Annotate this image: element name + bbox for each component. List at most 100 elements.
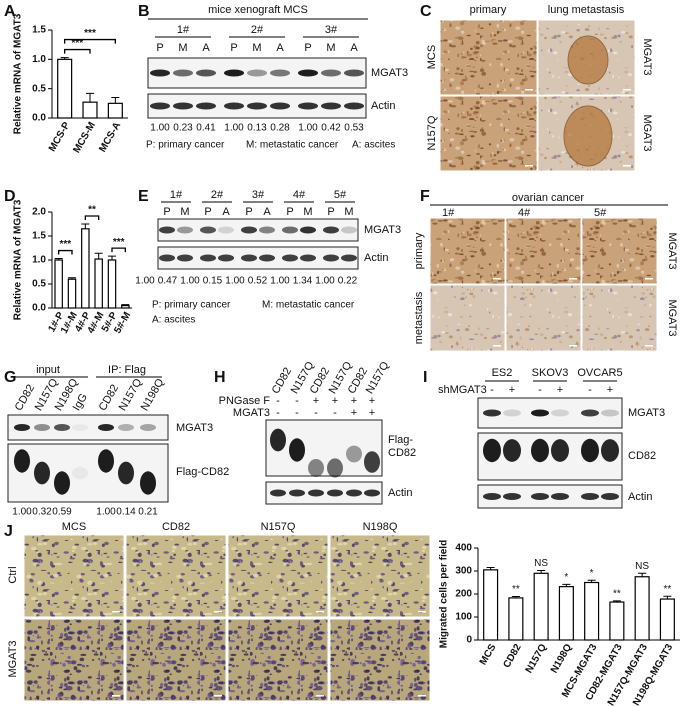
blot-label: Actin: [628, 491, 652, 503]
blot-title: mice xenograft MCS: [208, 4, 308, 16]
bar: [57, 58, 73, 119]
quantification: 1.00: [270, 276, 290, 287]
quantification: 0.23: [173, 123, 193, 134]
legend-text: M: metastatic cancer: [262, 300, 355, 311]
blot-band: [346, 489, 362, 497]
bar: [81, 228, 90, 309]
legend-text: A: ascites: [152, 315, 195, 326]
quantification: 1.00: [224, 123, 244, 134]
blot-band: [581, 438, 599, 463]
blot-band: [200, 226, 216, 234]
blot-label: MGAT3: [364, 224, 401, 236]
quantification: 0.22: [338, 276, 358, 287]
lane-label: P: [286, 206, 293, 218]
scale-bar: [623, 165, 631, 167]
quantification: 0.28: [270, 123, 290, 134]
blot-band: [323, 254, 339, 262]
blot-band: [140, 424, 156, 431]
blot-band: [259, 254, 275, 262]
bar-label: NS: [635, 561, 649, 572]
bar: [609, 601, 625, 641]
metastasis-focus: [563, 105, 613, 167]
blot-band: [196, 69, 216, 77]
row-label: MGAT3: [7, 640, 19, 677]
blot-band: [173, 102, 193, 110]
row-label: Ctrl: [7, 566, 19, 583]
blot-label: Flag-: [388, 434, 413, 446]
quantification: 1.00: [315, 276, 335, 287]
error-bar: [108, 255, 116, 260]
x-tick-label: MCS-M: [71, 120, 97, 155]
stain-label: MGAT3: [666, 299, 678, 336]
error-bar: [638, 572, 647, 577]
group-label: 1#: [170, 189, 183, 201]
lane-label: A: [350, 42, 358, 54]
stain-label: MGAT3: [641, 38, 653, 75]
quantification: 0.52: [248, 276, 268, 287]
blot-band: [159, 254, 175, 262]
error-bar: [121, 304, 130, 306]
blot-frame: [157, 218, 359, 242]
scale-bar: [645, 278, 653, 280]
blot-band: [259, 226, 275, 234]
blot-band: [173, 69, 193, 77]
blot-band: [150, 69, 170, 77]
blot-band: [218, 226, 234, 234]
lane-label: M: [252, 42, 261, 54]
micrograph: [23, 618, 125, 702]
lane-label: M: [303, 206, 312, 218]
panel-letter: G: [4, 369, 16, 386]
blot-band: [218, 254, 234, 262]
treatment-sign: -: [333, 407, 337, 419]
blot-band: [483, 438, 501, 463]
blot-band: [308, 489, 324, 497]
bar: [67, 278, 77, 309]
bar: [584, 581, 600, 641]
micrograph: [439, 95, 538, 172]
blot-frame: [157, 246, 359, 270]
x-tick-label: MCS-P: [47, 120, 73, 154]
blot-band: [72, 424, 88, 431]
blot-band: [341, 226, 357, 234]
y-tick-label: 0: [466, 635, 472, 646]
blot-label: Actin: [364, 252, 388, 264]
lane-label: P: [327, 206, 334, 218]
blot-band: [150, 102, 170, 110]
blot-band: [72, 466, 88, 480]
lane-label: P: [230, 42, 237, 54]
significance-label: ***: [84, 28, 96, 39]
bar: [94, 258, 103, 309]
blot-band: [551, 493, 569, 500]
micrograph: [505, 217, 582, 285]
group-label: IP: Flag: [108, 364, 146, 376]
lane-label: M: [180, 206, 189, 218]
scale-bar: [112, 611, 120, 613]
blot-label: CD82: [628, 450, 656, 462]
legend-text: M: metastatic cancer: [246, 140, 339, 151]
blot-band: [327, 458, 343, 478]
column-label: primary: [470, 4, 507, 16]
x-tick-label: MCS-A: [97, 120, 123, 154]
blot-band: [224, 102, 244, 110]
micrograph: [429, 284, 506, 352]
group-label: 2#: [211, 189, 224, 201]
blot-band: [364, 489, 380, 497]
cell-line-label: SKOV3: [532, 367, 569, 379]
y-tick-label: 0.5: [32, 83, 46, 94]
bar-label: NS: [534, 558, 548, 569]
scale-bar: [493, 345, 501, 347]
micrograph: [329, 618, 431, 702]
lane-label: P: [304, 42, 311, 54]
blot-band: [289, 489, 305, 497]
micrograph: [329, 534, 431, 618]
blot-band: [483, 409, 501, 417]
significance-bracket: [64, 48, 91, 54]
bar: [558, 586, 574, 641]
blot-band: [196, 102, 216, 110]
error-bar: [537, 570, 546, 574]
blot-frame: [477, 484, 623, 509]
micrograph: [505, 284, 582, 352]
bar: [54, 259, 63, 309]
blot-band: [531, 493, 549, 500]
